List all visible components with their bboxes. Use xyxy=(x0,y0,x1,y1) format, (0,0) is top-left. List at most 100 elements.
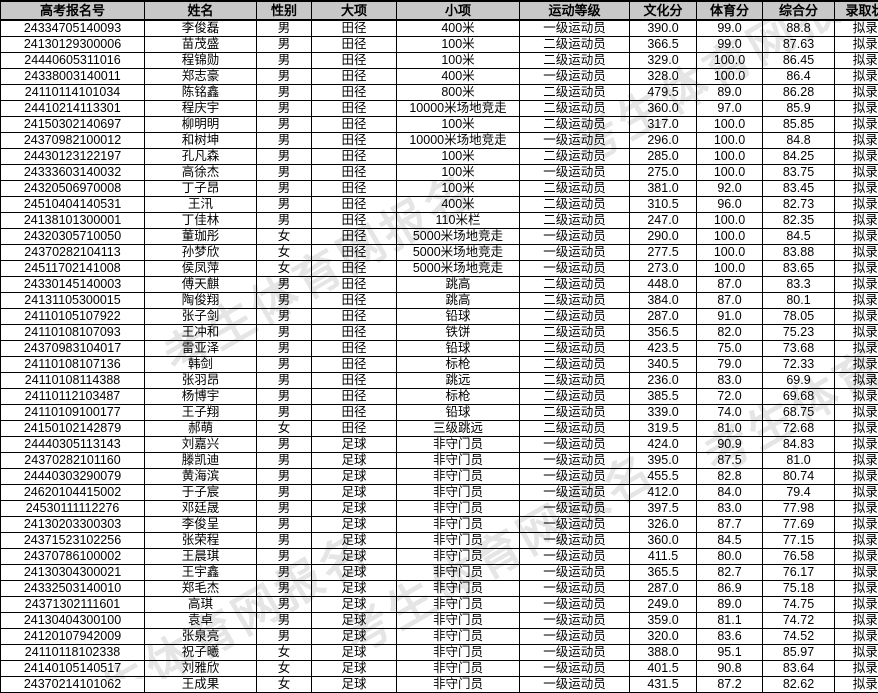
cell-sport: 74.0 xyxy=(697,405,763,421)
column-header-sport[interactable]: 体育分 xyxy=(697,1,763,20)
cell-event: 800米 xyxy=(397,85,520,101)
cell-composite: 83.64 xyxy=(763,661,835,677)
cell-major: 足球 xyxy=(312,485,397,501)
column-header-level[interactable]: 运动等级 xyxy=(520,1,630,20)
cell-culture: 455.5 xyxy=(630,469,697,485)
cell-level: 一级运动员 xyxy=(520,645,630,661)
cell-exam-id: 24370982100012 xyxy=(1,133,145,149)
cell-exam-id: 24110109100177 xyxy=(1,405,145,421)
cell-name: 丁子昂 xyxy=(145,181,257,197)
cell-level: 二级运动员 xyxy=(520,325,630,341)
cell-sport: 83.6 xyxy=(697,629,763,645)
cell-name: 刘嘉兴 xyxy=(145,437,257,453)
cell-culture: 479.5 xyxy=(630,85,697,101)
cell-event: 100米 xyxy=(397,37,520,53)
cell-major: 田径 xyxy=(312,53,397,69)
cell-exam-id: 24370983104017 xyxy=(1,341,145,357)
cell-gender: 男 xyxy=(257,485,312,501)
column-header-culture[interactable]: 文化分 xyxy=(630,1,697,20)
cell-name: 程锦勋 xyxy=(145,53,257,69)
cell-sport: 100.0 xyxy=(697,117,763,133)
cell-exam-id: 24140105140517 xyxy=(1,661,145,677)
column-header-status[interactable]: 录取状态 xyxy=(835,1,878,20)
cell-level: 一级运动员 xyxy=(520,581,630,597)
cell-culture: 249.0 xyxy=(630,597,697,613)
column-header-gender[interactable]: 性别 xyxy=(257,1,312,20)
cell-gender: 女 xyxy=(257,661,312,677)
cell-composite: 74.72 xyxy=(763,613,835,629)
cell-event: 三级跳远 xyxy=(397,421,520,437)
cell-composite: 74.75 xyxy=(763,597,835,613)
column-header-composite[interactable]: 综合分 xyxy=(763,1,835,20)
cell-exam-id: 24110108114388 xyxy=(1,373,145,389)
cell-major: 足球 xyxy=(312,629,397,645)
cell-level: 一级运动员 xyxy=(520,20,630,37)
cell-exam-id: 24320305710050 xyxy=(1,229,145,245)
cell-gender: 男 xyxy=(257,549,312,565)
cell-major: 田径 xyxy=(312,69,397,85)
cell-name: 王子翔 xyxy=(145,405,257,421)
cell-status: 拟录取 xyxy=(835,581,878,597)
cell-exam-id: 24130129300006 xyxy=(1,37,145,53)
cell-composite: 83.45 xyxy=(763,181,835,197)
cell-culture: 359.0 xyxy=(630,613,697,629)
cell-gender: 男 xyxy=(257,517,312,533)
column-header-event[interactable]: 小项 xyxy=(397,1,520,20)
cell-major: 田径 xyxy=(312,37,397,53)
column-header-exam-id[interactable]: 高考报名号 xyxy=(1,1,145,20)
cell-composite: 81.0 xyxy=(763,453,835,469)
cell-event: 400米 xyxy=(397,69,520,85)
cell-name: 傅天麒 xyxy=(145,277,257,293)
cell-level: 一级运动员 xyxy=(520,165,630,181)
cell-status: 拟录取 xyxy=(835,597,878,613)
cell-status: 拟录取 xyxy=(835,213,878,229)
cell-composite: 83.3 xyxy=(763,277,835,293)
cell-composite: 86.4 xyxy=(763,69,835,85)
column-header-name[interactable]: 姓名 xyxy=(145,1,257,20)
column-header-major[interactable]: 大项 xyxy=(312,1,397,20)
cell-major: 足球 xyxy=(312,661,397,677)
cell-gender: 男 xyxy=(257,197,312,213)
